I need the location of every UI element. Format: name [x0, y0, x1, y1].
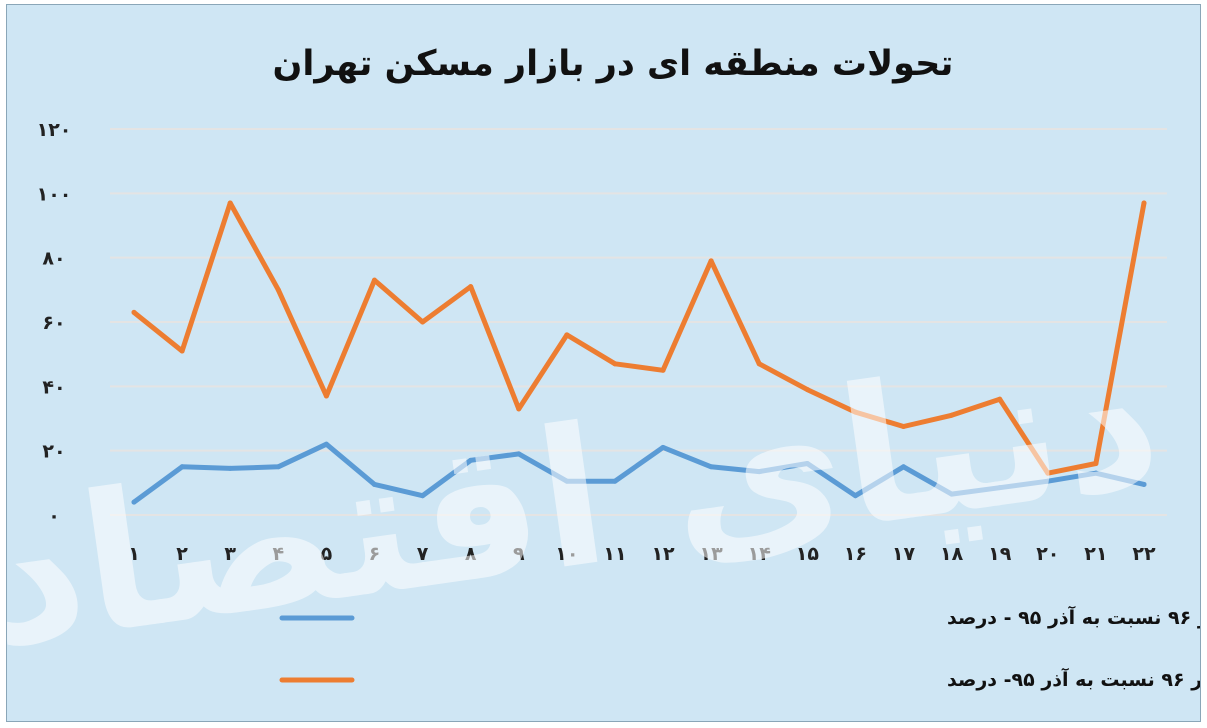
x-tick-label: ۱۹: [988, 543, 1012, 565]
legend: تغییرات قیمت آپارتمان در آذر ۹۶ نسبت به …: [279, 605, 1200, 691]
data-point: [852, 493, 858, 499]
data-point: [131, 499, 137, 505]
data-point: [1093, 461, 1099, 467]
chart-frame: تحولات منطقه ای در بازار مسکن تهران ۰ ۲۰ ۴…: [6, 4, 1201, 722]
x-tick-label: ۲۱: [1084, 543, 1107, 565]
series-line-2: [131, 200, 1147, 476]
watermark-text: دنیای اقتصاد: [7, 308, 1172, 691]
x-tick-label: ۱۰: [555, 543, 578, 565]
chart-title: تحولات منطقه ای در بازار مسکن تهران: [273, 44, 954, 84]
y-tick-label: ۶۰: [42, 312, 65, 334]
data-point: [708, 258, 714, 264]
data-point: [612, 361, 618, 367]
legend-label: تغییرات قیمت آپارتمان در آذر ۹۶ نسبت به …: [947, 605, 1200, 629]
y-tick-label: ۸۰: [42, 248, 65, 270]
watermark-logo: دنیای اقتصاد: [7, 308, 1172, 691]
data-point: [179, 348, 185, 354]
data-point: [275, 464, 281, 470]
data-point: [804, 461, 810, 467]
x-tick-label: ۱۳: [700, 543, 724, 565]
data-point: [1093, 470, 1099, 476]
data-point: [275, 287, 281, 293]
data-point: [1141, 200, 1147, 206]
data-point: [1045, 478, 1051, 484]
x-tick-label: ۴: [272, 543, 284, 565]
data-point: [323, 441, 329, 447]
legend-label: تغییرات حجم معاملات در آذر ۹۶ نسبت به آذ…: [947, 667, 1200, 691]
series-line-1: [131, 441, 1147, 505]
data-point: [564, 478, 570, 484]
data-point: [901, 424, 907, 430]
data-point: [612, 478, 618, 484]
x-tick-label: ۲: [176, 543, 188, 565]
y-tick-label: ۰: [48, 505, 60, 527]
data-point: [949, 491, 955, 497]
x-tick-label: ۳: [224, 543, 236, 565]
series-lines: [131, 200, 1147, 505]
x-axis-ticks: ۱ ۲ ۳ ۴ ۵ ۶ ۷ ۸ ۹ ۱۰ ۱۱ ۱۲ ۱۳ ۱۴ ۱۵ ۱۶ ۱۷ ۱۸ ۱۹ ۲۰ ۲۱ ۲۲: [128, 543, 1156, 565]
data-point: [179, 464, 185, 470]
y-axis-ticks: ۰ ۲۰ ۴۰ ۶۰ ۸۰ ۱۰۰ ۱۲۰: [37, 119, 72, 527]
data-point: [997, 396, 1003, 402]
data-point: [997, 485, 1003, 491]
x-tick-label: ۱۵: [796, 543, 820, 565]
y-tick-label: ۲۰: [42, 441, 65, 463]
x-tick-label: ۱۷: [892, 543, 916, 565]
y-tick-label: ۱۲۰: [37, 119, 72, 141]
data-point: [901, 464, 907, 470]
data-point: [468, 457, 474, 463]
data-point: [660, 444, 666, 450]
x-tick-label: ۱۶: [844, 543, 867, 565]
x-tick-label: ۱۴: [748, 543, 771, 565]
data-point: [371, 481, 377, 487]
x-tick-label: ۵: [321, 543, 333, 565]
x-tick-label: ۲۰: [1036, 543, 1059, 565]
data-point: [564, 332, 570, 338]
data-point: [227, 200, 233, 206]
x-tick-label: ۱۱: [603, 543, 626, 565]
data-point: [852, 409, 858, 415]
y-tick-label: ۴۰: [42, 376, 65, 398]
data-point: [468, 284, 474, 290]
data-point: [756, 361, 762, 367]
data-point: [227, 465, 233, 471]
data-point: [323, 393, 329, 399]
x-tick-label: ۹: [513, 543, 525, 565]
data-point: [756, 469, 762, 475]
data-point: [420, 319, 426, 325]
data-point: [660, 367, 666, 373]
y-tick-label: ۱۰۰: [37, 183, 72, 205]
gridlines: [110, 128, 1167, 516]
data-point: [516, 406, 522, 412]
data-point: [1045, 470, 1051, 476]
data-point: [371, 277, 377, 283]
x-tick-label: ۱: [128, 543, 140, 565]
x-tick-label: ۷: [417, 543, 429, 565]
data-point: [131, 309, 137, 315]
x-tick-label: ۶: [369, 543, 381, 565]
data-point: [420, 493, 426, 499]
data-point: [804, 387, 810, 393]
data-point: [516, 451, 522, 457]
x-tick-label: ۱۲: [651, 543, 675, 565]
data-point: [1141, 481, 1147, 487]
line-chart: تحولات منطقه ای در بازار مسکن تهران ۰ ۲۰ ۴…: [7, 44, 1200, 691]
data-point: [708, 464, 714, 470]
data-point: [949, 412, 955, 418]
x-tick-label: ۸: [465, 543, 477, 565]
x-tick-label: ۲۲: [1132, 543, 1156, 565]
x-tick-label: ۱۸: [940, 543, 964, 565]
